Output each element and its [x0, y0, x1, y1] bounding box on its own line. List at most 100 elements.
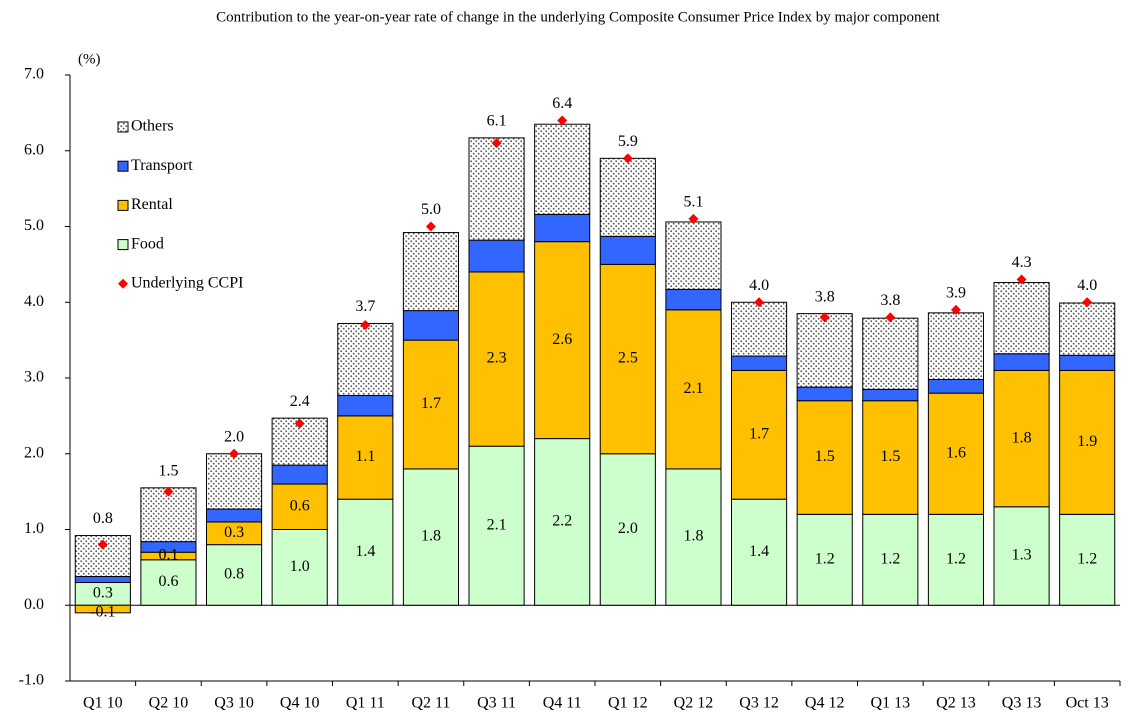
data-label: 1.5	[158, 463, 178, 480]
marker	[491, 138, 502, 149]
data-label: 2.6	[552, 331, 572, 348]
y-tick-label: 1.0	[24, 520, 44, 537]
data-label: 3.9	[946, 284, 966, 301]
data-label: 1.9	[1077, 433, 1097, 450]
bar-segment	[993, 353, 1050, 371]
data-label: 1.4	[749, 543, 769, 560]
data-label: 2.0	[618, 520, 638, 537]
x-tick-label: Q2 12	[674, 695, 714, 712]
bar-segment	[140, 487, 197, 543]
data-label: 6.1	[487, 113, 507, 130]
bar-segment	[731, 369, 788, 500]
y-tick-label: 7.0	[24, 66, 44, 83]
x-tick-label: Q1 13	[871, 695, 911, 712]
bar-segment	[927, 379, 984, 394]
marker	[819, 312, 830, 323]
x-tick-label: Q4 10	[280, 695, 320, 712]
x-tick-label: Q2 11	[411, 695, 450, 712]
marker	[1016, 274, 1027, 285]
marker	[754, 297, 765, 308]
y-tick-label: 5.0	[24, 217, 44, 234]
bar-segment	[665, 309, 722, 470]
y-tick-label: -1.0	[19, 672, 44, 689]
x-tick-label: Q2 10	[149, 695, 189, 712]
marker	[688, 213, 699, 224]
data-label: 1.5	[815, 448, 835, 465]
legend-swatch	[117, 121, 129, 133]
bar-segment	[402, 339, 459, 470]
bar-segment	[1059, 369, 1116, 515]
bar-segment	[468, 137, 525, 241]
bar-segment	[927, 392, 984, 515]
data-label: 0.3	[224, 524, 244, 541]
chart-title: Contribution to the year-on-year rate of…	[216, 9, 941, 25]
bar-segment	[74, 575, 131, 584]
bar-segment	[402, 310, 459, 341]
bar-segment	[599, 157, 656, 237]
bar-segment	[862, 513, 919, 606]
bar-segment	[796, 400, 853, 515]
data-label: 1.6	[946, 444, 966, 461]
legend-marker	[118, 278, 128, 289]
y-tick-label: 3.0	[24, 369, 44, 386]
data-label: 6.4	[552, 95, 572, 112]
marker	[950, 304, 961, 315]
data-label: 1.2	[880, 550, 900, 567]
bar-segment	[534, 241, 591, 440]
data-label: 1.3	[1012, 547, 1032, 564]
bar-segment	[665, 221, 722, 290]
legend-label: Transport	[131, 157, 193, 174]
bar-segment	[534, 438, 591, 606]
data-label: 5.9	[618, 133, 638, 150]
bar-segment	[796, 386, 853, 402]
data-label: 0.3	[93, 585, 113, 602]
legend-label: Rental	[131, 196, 173, 213]
data-label: 2.1	[487, 516, 507, 533]
bar-segment	[862, 400, 919, 515]
legend-swatch	[117, 239, 129, 251]
y-tick-label: 0.0	[24, 596, 44, 613]
bar-segment	[271, 529, 328, 606]
data-label: 1.8	[1012, 429, 1032, 446]
data-label: 0.6	[290, 497, 310, 514]
y-tick-label: 4.0	[24, 293, 44, 310]
bar-segment	[1059, 302, 1116, 356]
marker	[1082, 297, 1093, 308]
y-axis-label: (%)	[78, 51, 101, 67]
data-label: 4.0	[749, 277, 769, 294]
bar-segment	[534, 123, 591, 215]
bar-segment	[337, 322, 394, 396]
bar-segment	[337, 498, 394, 606]
legend-swatch	[117, 160, 129, 172]
bar-segment	[468, 239, 525, 273]
data-label: 2.0	[224, 428, 244, 445]
bar-segment	[1059, 354, 1116, 371]
bar-segment	[206, 453, 263, 510]
bar-segment	[140, 559, 197, 606]
data-label: 1.4	[355, 543, 375, 560]
x-tick-label: Q4 11	[543, 695, 582, 712]
marker	[294, 418, 305, 429]
bar-segment	[337, 394, 394, 417]
data-label: 2.5	[618, 350, 638, 367]
data-label: 5.1	[683, 194, 703, 211]
legend-label: Underlying CCPI	[131, 274, 243, 291]
marker	[622, 153, 633, 164]
bar-segment	[927, 312, 984, 381]
x-tick-label: Q2 13	[936, 695, 976, 712]
bar-segment	[993, 369, 1050, 508]
bar-segment	[862, 317, 919, 390]
bar-segment	[665, 468, 722, 606]
x-tick-label: Q3 12	[739, 695, 779, 712]
bar-segment	[599, 453, 656, 606]
data-label: 1.8	[421, 528, 441, 545]
data-label: 1.5	[880, 448, 900, 465]
bar-segment	[337, 415, 394, 500]
data-label: 1.1	[355, 448, 375, 465]
x-tick-label: Q3 11	[477, 695, 516, 712]
data-label: 2.2	[552, 513, 572, 530]
bar-segment	[993, 506, 1050, 606]
bar-segment	[731, 355, 788, 371]
x-tick-label: Oct 13	[1066, 695, 1109, 712]
